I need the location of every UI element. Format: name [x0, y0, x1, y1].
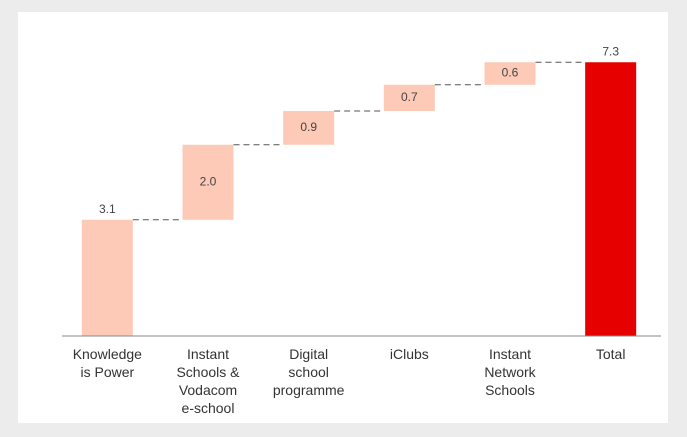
plot-panel — [18, 12, 668, 423]
x-tick-label-line: programme — [273, 382, 345, 398]
x-tick-label: Total — [596, 346, 626, 362]
value-label: 0.9 — [300, 120, 317, 134]
x-tick-label-line: Schools — [485, 382, 535, 398]
bar — [383, 84, 435, 111]
x-tick-label-line: Network — [484, 364, 536, 380]
bar — [585, 62, 637, 336]
bar — [283, 111, 335, 145]
bar — [81, 219, 133, 336]
x-tick-label-line: Vodacom — [179, 382, 237, 398]
x-tick-label: iClubs — [390, 346, 429, 362]
x-tick-label-line: Digital — [289, 346, 328, 362]
value-label: 0.7 — [401, 90, 418, 104]
value-label: 7.3 — [602, 44, 619, 58]
x-tick-label: Digital school programme — [273, 346, 345, 398]
bar — [484, 62, 536, 85]
value-label: 0.6 — [502, 66, 519, 80]
x-tick-label-line: Schools & — [176, 364, 240, 380]
x-tick-label-line: Knowledge — [73, 346, 142, 362]
x-tick-label: Knowledge is Power — [73, 346, 142, 380]
value-label: 3.1 — [99, 202, 116, 216]
x-tick-label-line: e-school — [182, 400, 235, 416]
x-tick-label-line: is Power — [80, 364, 134, 380]
x-tick-label-line: Instant — [489, 346, 531, 362]
x-tick-label-line: Instant — [187, 346, 229, 362]
x-tick-label-line: Total — [596, 346, 626, 362]
x-tick-label: Instant Network Schools — [484, 346, 536, 398]
value-label: 2.0 — [200, 174, 217, 188]
x-tick-label-line: school — [288, 364, 328, 380]
bar — [182, 144, 234, 220]
x-tick-label-line: iClubs — [390, 346, 429, 362]
x-tick-label: Instant Schools & Vodacom e-school — [176, 346, 240, 416]
